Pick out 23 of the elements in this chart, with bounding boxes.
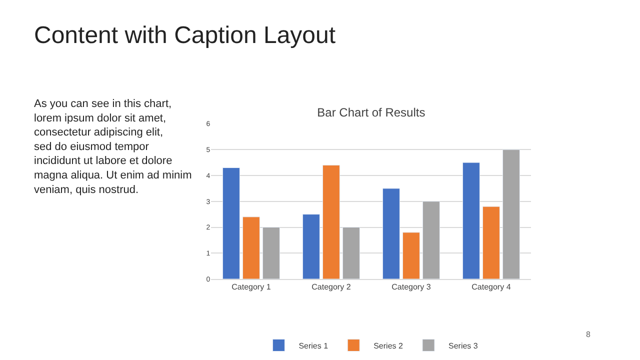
bar <box>222 167 240 279</box>
bar <box>462 162 480 279</box>
text: As you can see in this chart, lorem ipsum dolor sit amet, consectetur adipiscing elit, sed do eiusmod tempor incididunt ut labore et dolore magna aliqua. Ut enim ad minim veniam, quis nostrud. <box>34 98 192 196</box>
bar <box>242 216 260 279</box>
bar <box>382 188 400 279</box>
bar <box>502 149 520 279</box>
chart-title: Bar Chart of Results <box>317 105 426 120</box>
text: Content with Caption Layout <box>34 22 336 49</box>
x-tick-label: Category 3 <box>392 282 432 292</box>
legend-label: Series 3 <box>448 341 478 350</box>
bar <box>342 227 360 279</box>
bar <box>322 164 340 279</box>
text: 8 <box>586 330 591 339</box>
bar <box>402 232 420 279</box>
legend-label: Series 1 <box>298 341 329 350</box>
x-tick-label: Category 1 <box>232 282 272 292</box>
bar <box>302 214 320 279</box>
x-tick-label: Category 2 <box>312 282 352 292</box>
legend-label: Series 2 <box>374 341 404 350</box>
bar <box>262 227 280 279</box>
bar <box>422 201 440 279</box>
bar <box>482 206 500 279</box>
x-tick-label: Category 4 <box>472 282 512 292</box>
